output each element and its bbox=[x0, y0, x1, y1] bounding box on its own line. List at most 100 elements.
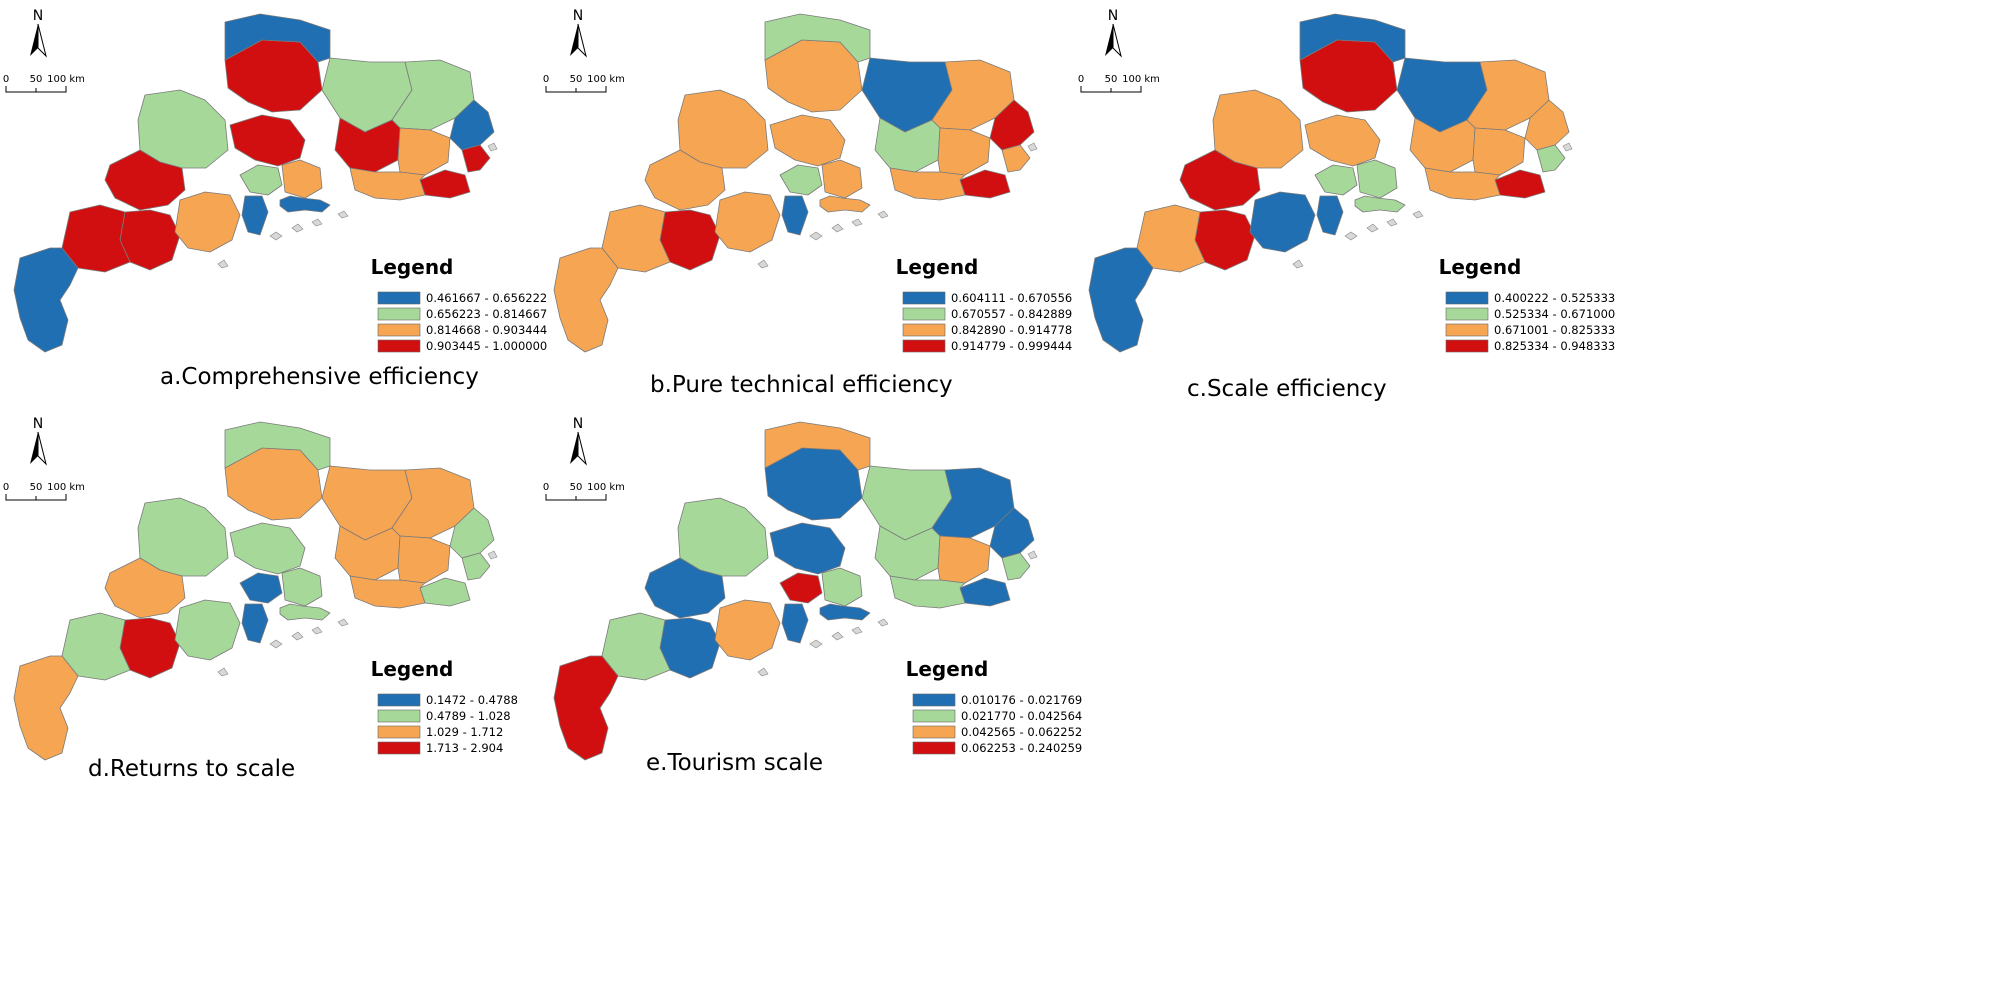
region-r11 bbox=[959, 169, 1011, 199]
legend: Legend 0.010176 - 0.021769 0.021770 - 0.04… bbox=[906, 657, 1083, 755]
legend-entry-label: 0.021770 - 0.042564 bbox=[961, 709, 1082, 723]
region-r20 bbox=[553, 247, 619, 353]
map-panel-e: N 0 50 100 km bbox=[543, 416, 1082, 776]
legend-swatch bbox=[912, 741, 956, 755]
region-r7 bbox=[239, 572, 283, 604]
region-r14 bbox=[349, 575, 426, 609]
region-r17 bbox=[1316, 195, 1344, 236]
north-label: N bbox=[33, 416, 43, 432]
region-r2 bbox=[1299, 13, 1406, 63]
region-r18 bbox=[1249, 191, 1316, 253]
legend-swatch bbox=[912, 709, 956, 723]
legend-entry-label: 0.062253 - 0.240259 bbox=[961, 741, 1082, 755]
region-r5 bbox=[137, 497, 229, 577]
legend-entry-label: 0.525334 - 0.671000 bbox=[1494, 307, 1615, 321]
map-caption: b.Pure technical efficiency bbox=[650, 372, 953, 398]
legend-swatch bbox=[902, 291, 946, 305]
legend-title: Legend bbox=[371, 657, 454, 681]
region-r20 bbox=[1088, 247, 1154, 353]
map-caption: e.Tourism scale bbox=[646, 750, 823, 776]
north-arrow-icon: N bbox=[1105, 8, 1122, 58]
north-arrow-icon: N bbox=[570, 8, 587, 58]
region-r4 bbox=[391, 59, 475, 131]
region-r6 bbox=[1304, 114, 1381, 167]
legend-swatch bbox=[902, 323, 946, 337]
region-r7 bbox=[779, 572, 823, 604]
legend-entry-label: 0.670557 - 0.842889 bbox=[951, 307, 1072, 321]
region-r8 bbox=[821, 567, 863, 607]
region-r4 bbox=[1466, 59, 1550, 131]
scale-bar: 0 50 100 km bbox=[543, 482, 625, 501]
region-r21 bbox=[819, 195, 871, 213]
north-label: N bbox=[573, 416, 583, 432]
region-r12 bbox=[989, 99, 1035, 151]
scale-tick-label: 50 bbox=[30, 74, 43, 85]
north-label: N bbox=[573, 8, 583, 24]
region-r20 bbox=[13, 655, 79, 761]
map-caption: d.Returns to scale bbox=[88, 756, 295, 782]
scale-tick-label: 50 bbox=[1105, 74, 1118, 85]
legend: Legend 0.1472 - 0.4788 0.4789 - 1.028 1.029… bbox=[371, 657, 518, 755]
legend-entry-label: 0.4789 - 1.028 bbox=[426, 709, 511, 723]
region-r13 bbox=[1536, 144, 1566, 173]
region-r7 bbox=[779, 164, 823, 196]
map-caption: a.Comprehensive efficiency bbox=[160, 364, 479, 390]
legend-swatch bbox=[1445, 323, 1489, 337]
region-r4 bbox=[931, 59, 1015, 131]
region-r18 bbox=[714, 191, 781, 253]
region-r18 bbox=[174, 599, 241, 661]
north-arrow-icon: N bbox=[570, 416, 587, 466]
legend-entry-label: 0.400222 - 0.525333 bbox=[1494, 291, 1615, 305]
region-r17 bbox=[241, 603, 269, 644]
region-r12 bbox=[989, 507, 1035, 559]
scale-tick-label: 100 km bbox=[587, 482, 625, 493]
legend-swatch bbox=[377, 291, 421, 305]
legend-swatch bbox=[377, 307, 421, 321]
scale-bar: 0 50 100 km bbox=[3, 482, 85, 501]
legend-entry-label: 0.825334 - 0.948333 bbox=[1494, 339, 1615, 353]
region-r5 bbox=[677, 497, 769, 577]
legend-title: Legend bbox=[1439, 255, 1522, 279]
region-r14 bbox=[1424, 167, 1501, 201]
map-panel-c: N 0 50 100 km bbox=[1078, 8, 1615, 402]
region-r11 bbox=[419, 169, 471, 199]
region-r13 bbox=[461, 144, 491, 173]
legend-entry-label: 1.029 - 1.712 bbox=[426, 725, 503, 739]
region-r6 bbox=[769, 114, 846, 167]
legend-entry-label: 0.903445 - 1.000000 bbox=[426, 339, 547, 353]
region-r10 bbox=[397, 535, 451, 584]
region-r21 bbox=[279, 195, 331, 213]
region-r20 bbox=[13, 247, 79, 353]
region-r15 bbox=[644, 149, 726, 211]
legend-swatch bbox=[902, 307, 946, 321]
legend-swatch bbox=[377, 741, 421, 755]
region-r8 bbox=[1356, 159, 1398, 199]
legend-title: Legend bbox=[371, 255, 454, 279]
legend-swatch bbox=[912, 693, 956, 707]
legend-entry-label: 0.461667 - 0.656222 bbox=[426, 291, 547, 305]
legend-entry-label: 0.814668 - 0.903444 bbox=[426, 323, 547, 337]
region-r14 bbox=[889, 575, 966, 609]
region-r7 bbox=[1314, 164, 1358, 196]
scale-tick-label: 0 bbox=[1078, 74, 1084, 85]
region-r6 bbox=[229, 114, 306, 167]
region-r21 bbox=[1354, 195, 1406, 213]
scale-tick-label: 100 km bbox=[47, 74, 85, 85]
region-r10 bbox=[937, 127, 991, 176]
scale-bar: 0 50 100 km bbox=[3, 74, 85, 93]
legend-swatch bbox=[1445, 307, 1489, 321]
scale-tick-label: 50 bbox=[570, 74, 583, 85]
north-label: N bbox=[1108, 8, 1118, 24]
legend-swatch bbox=[377, 339, 421, 353]
choropleth-map bbox=[13, 13, 498, 353]
region-r11 bbox=[959, 577, 1011, 607]
legend-swatch bbox=[902, 339, 946, 353]
legend-swatch bbox=[377, 693, 421, 707]
scale-tick-label: 100 km bbox=[587, 74, 625, 85]
region-r2 bbox=[224, 421, 331, 471]
scale-tick-label: 0 bbox=[3, 482, 9, 493]
legend-entry-label: 0.671001 - 0.825333 bbox=[1494, 323, 1615, 337]
legend-entry-label: 1.713 - 2.904 bbox=[426, 741, 503, 755]
legend-entry-label: 0.604111 - 0.670556 bbox=[951, 291, 1072, 305]
